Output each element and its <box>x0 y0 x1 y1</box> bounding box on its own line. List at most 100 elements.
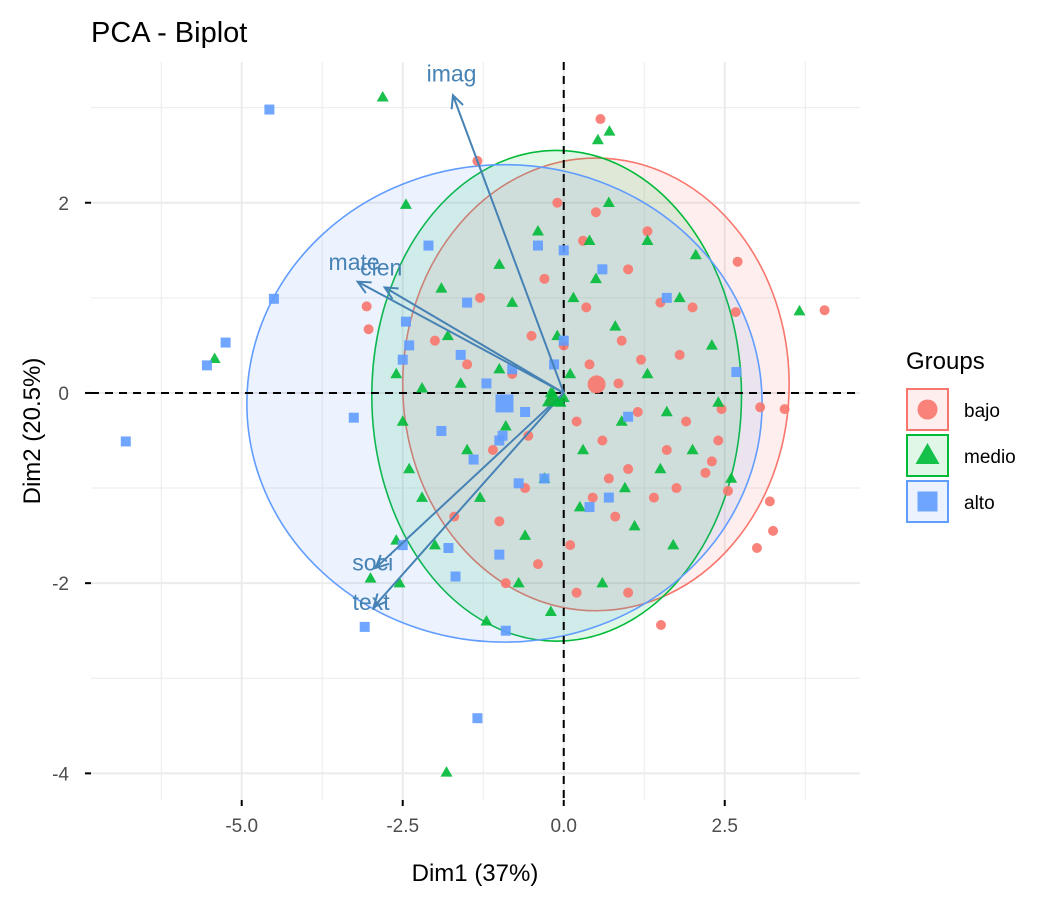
point-bajo <box>819 305 830 316</box>
point-bajo <box>655 620 666 631</box>
point-alto <box>597 264 608 275</box>
legend-label-medio: medio <box>964 447 1016 468</box>
variable-label-imag: imag <box>427 61 477 87</box>
point-bajo <box>764 496 775 507</box>
point-alto <box>623 411 634 422</box>
point-bajo <box>713 435 724 446</box>
point-medio <box>399 198 412 209</box>
point-bajo <box>681 416 692 427</box>
point-alto <box>397 540 408 551</box>
point-medio <box>583 234 596 246</box>
point-medio <box>376 90 389 102</box>
point-medio <box>519 529 532 540</box>
point-medio <box>667 538 680 550</box>
point-medio <box>480 614 493 626</box>
point-medio <box>591 133 604 145</box>
point-bajo <box>700 467 711 478</box>
point-medio <box>396 415 409 426</box>
point-bajo <box>636 354 647 365</box>
y-axis-title: Dim2 (20.5%) <box>19 358 46 505</box>
legend-label-bajo: bajo <box>964 401 1000 422</box>
point-bajo <box>648 492 659 503</box>
centroid-medio <box>541 387 564 407</box>
point-medio <box>428 538 441 550</box>
point-bajo <box>751 542 762 553</box>
point-medio <box>435 282 448 293</box>
legend-label-alto: alto <box>964 493 995 514</box>
x-tick-label: -2.5 <box>386 816 419 837</box>
point-bajo <box>632 406 643 417</box>
arrow-imag <box>452 94 565 394</box>
point-medio <box>577 443 590 455</box>
axes: -5.0 -2.5 0.0 2.5 -4 -2 0 2 <box>52 194 738 837</box>
point-bajo <box>361 301 372 312</box>
point-bajo <box>571 587 582 598</box>
reference-lines <box>91 62 860 800</box>
point-alto <box>603 492 614 503</box>
point-alto <box>436 426 447 436</box>
point-medio <box>641 367 654 379</box>
point-medio <box>544 605 557 616</box>
y-tick-label: -4 <box>52 764 69 785</box>
point-alto <box>481 378 492 389</box>
grid <box>91 62 860 800</box>
confidence-ellipses <box>246 149 790 643</box>
variable-label-soci: soci <box>352 550 393 576</box>
individual-points <box>120 90 830 777</box>
point-medio <box>596 576 609 588</box>
point-bajo <box>590 207 601 218</box>
arrowhead-soci <box>373 554 390 570</box>
legend-title: Groups <box>906 348 985 375</box>
point-medio <box>615 415 628 426</box>
point-alto <box>497 430 508 441</box>
variable-label-text: text <box>353 589 391 615</box>
arrowhead-cien <box>382 286 399 300</box>
x-tick-label: -5.0 <box>225 816 258 837</box>
point-medio <box>416 381 429 393</box>
point-alto <box>539 473 550 484</box>
point-medio <box>493 258 506 269</box>
arrowhead-text <box>372 593 388 609</box>
point-bajo <box>755 402 766 413</box>
point-medio <box>461 443 474 455</box>
point-bajo <box>587 492 598 503</box>
point-alto <box>220 337 231 348</box>
chart-title: PCA - Biplot <box>91 17 247 49</box>
point-alto <box>443 542 454 553</box>
arrow-mate <box>357 280 565 394</box>
point-medio <box>499 419 512 431</box>
point-medio <box>628 519 641 531</box>
point-bajo <box>730 307 741 318</box>
point-alto <box>264 104 275 115</box>
point-medio <box>567 291 580 303</box>
point-bajo <box>584 359 595 370</box>
arrow-soci <box>374 392 565 569</box>
point-medio <box>705 339 718 350</box>
point-bajo <box>363 324 374 335</box>
point-bajo <box>595 114 606 125</box>
point-bajo <box>623 264 634 275</box>
point-bajo <box>623 464 634 475</box>
point-alto <box>500 625 511 636</box>
point-medio <box>603 125 616 136</box>
point-bajo <box>687 302 698 313</box>
point-bajo <box>571 416 582 427</box>
point-alto <box>397 354 408 365</box>
point-medio <box>654 462 667 474</box>
legend-symbol-bajo <box>917 399 938 420</box>
arrow-cien <box>384 286 565 394</box>
legend-key-medio <box>906 434 949 477</box>
arrowhead-mate <box>355 280 372 294</box>
x-tick-label: 0.0 <box>551 816 577 837</box>
group-centroids <box>495 375 606 413</box>
point-bajo <box>462 359 473 370</box>
point-alto <box>400 316 411 327</box>
point-bajo <box>610 511 621 522</box>
y-tick-label: -2 <box>52 574 69 595</box>
point-medio <box>393 576 406 588</box>
point-alto <box>120 436 131 447</box>
point-bajo <box>581 302 592 313</box>
arrowhead-imag <box>450 93 464 110</box>
